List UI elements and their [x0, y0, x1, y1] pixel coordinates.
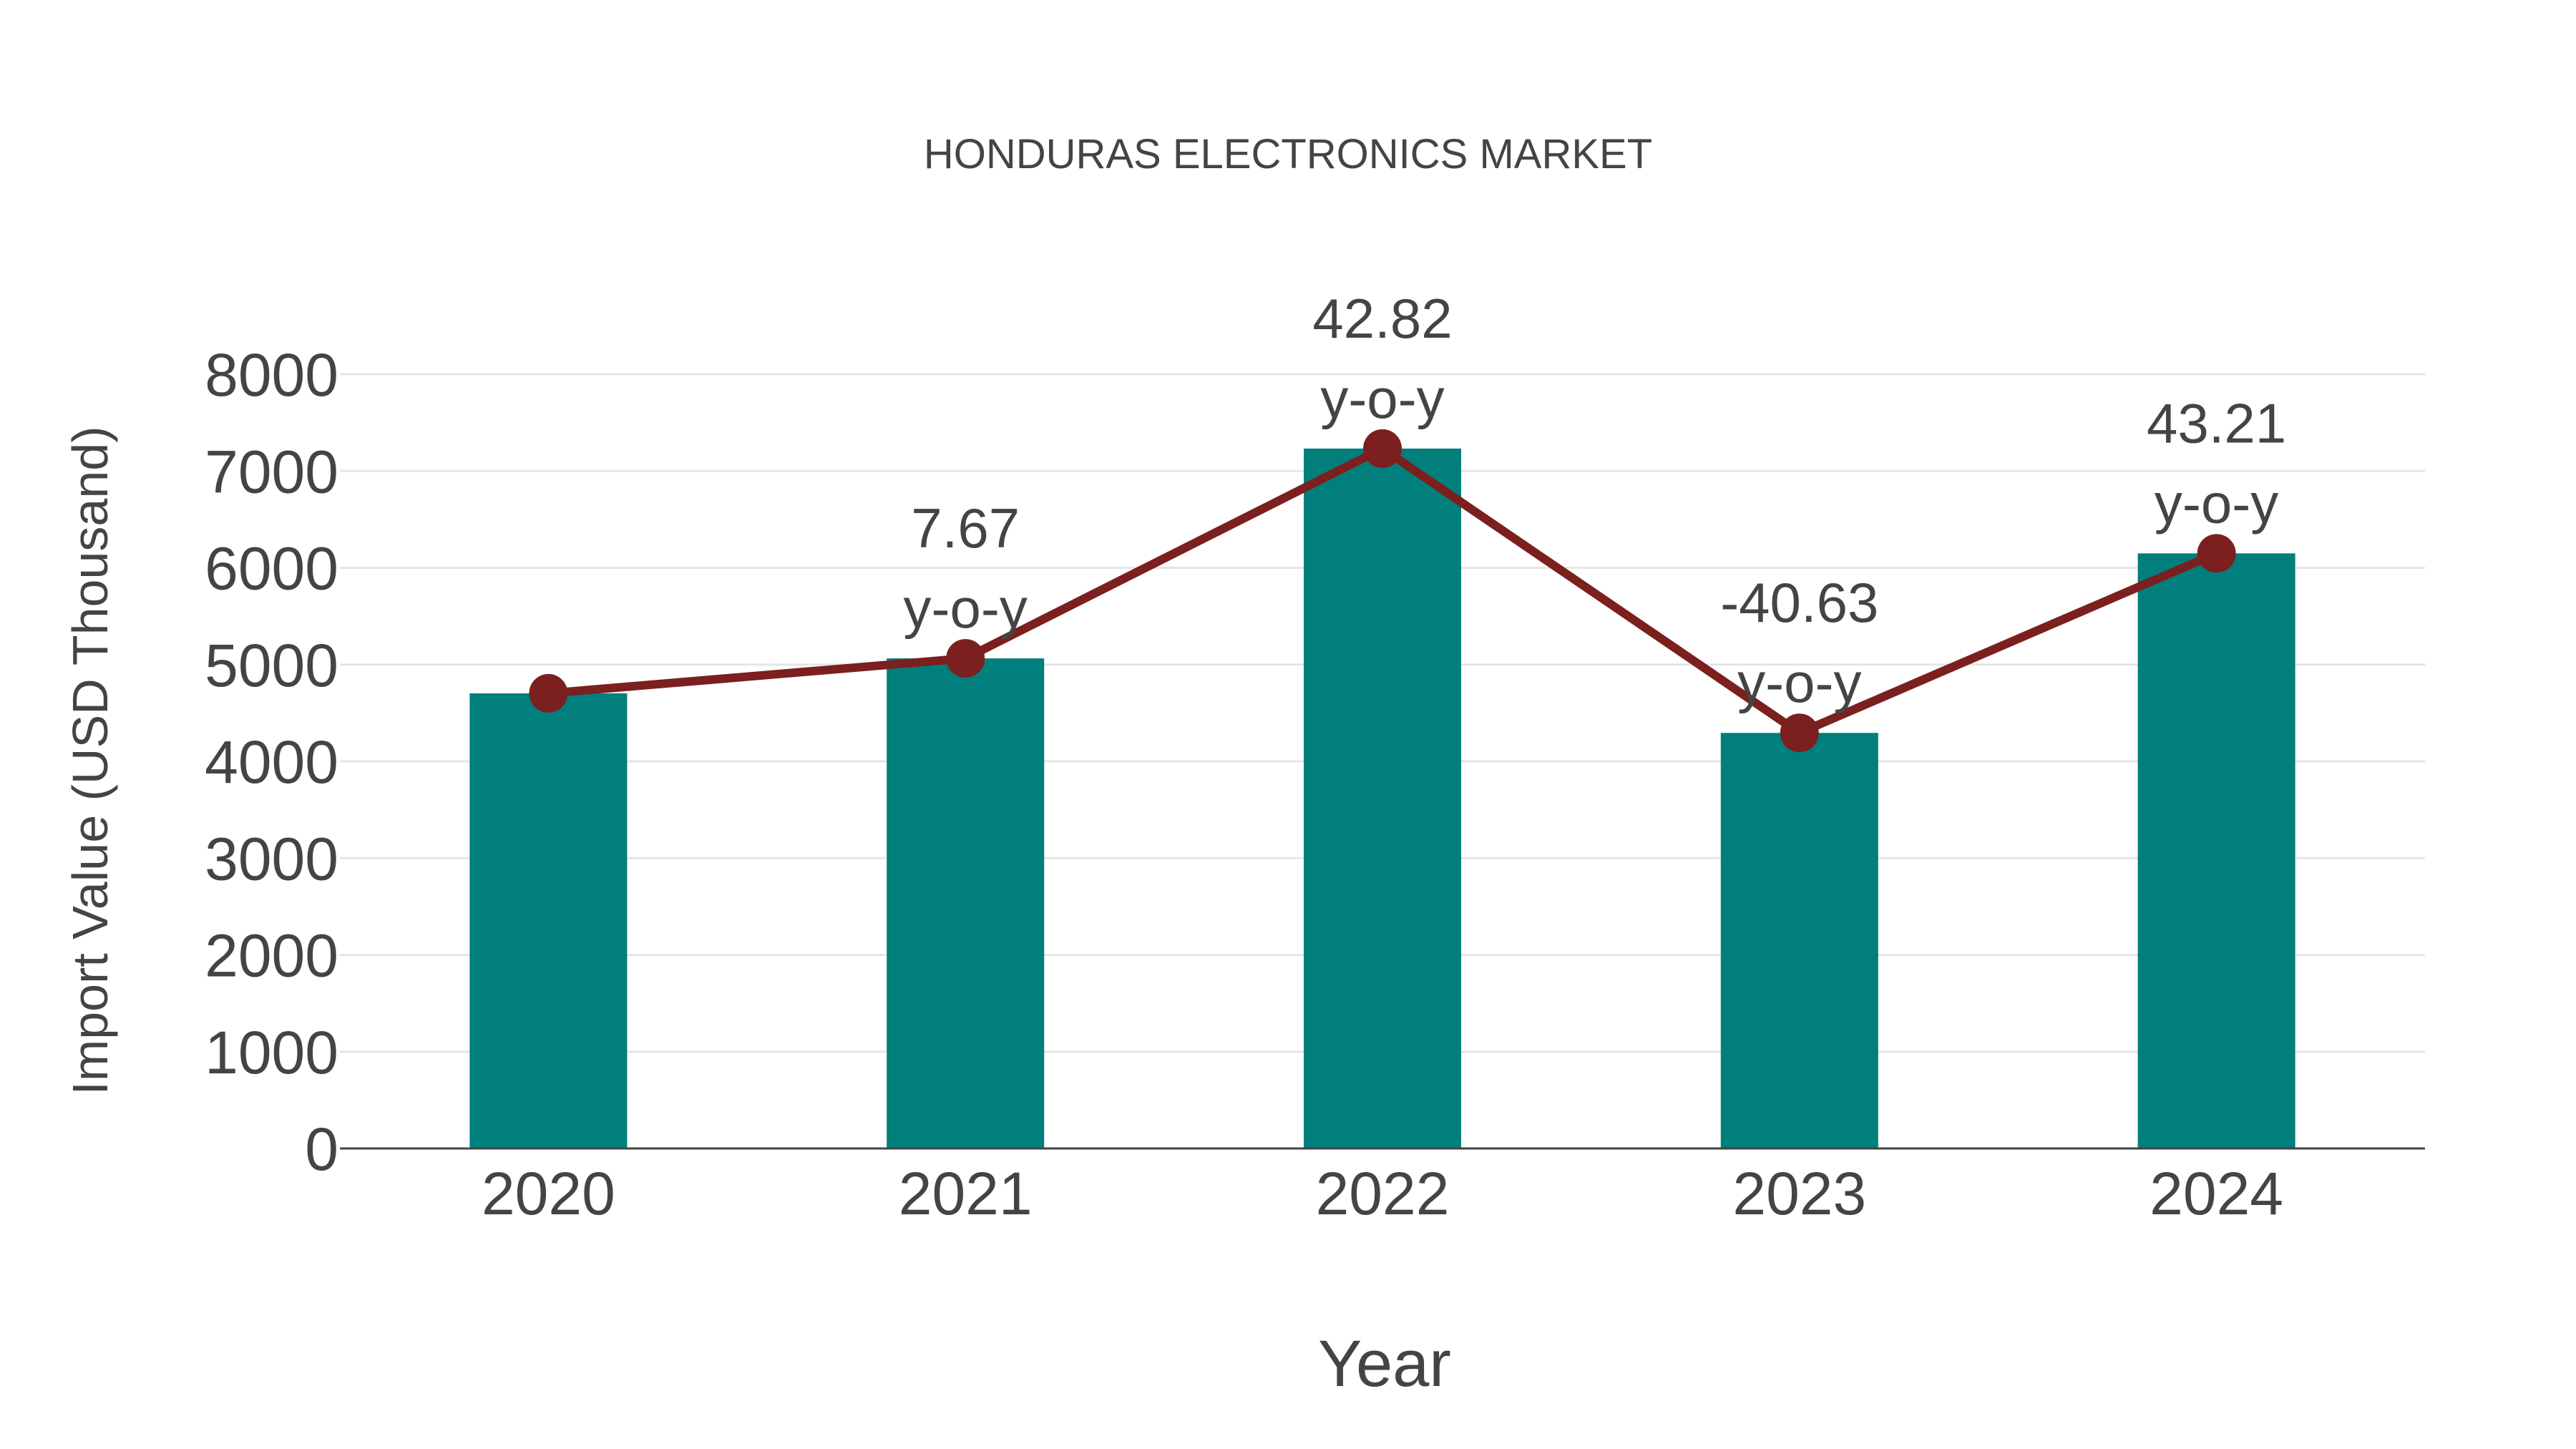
bar: [469, 693, 628, 1148]
line-marker: [529, 673, 568, 713]
chart-title: HONDURAS ELECTRONICS MARKET: [924, 131, 1652, 177]
bar: [887, 658, 1045, 1148]
x-tick-label: 2024: [2150, 1160, 2283, 1227]
line-marker: [1780, 713, 1819, 753]
yoy-suffix: y-o-y: [2155, 472, 2278, 535]
yoy-value: -40.63: [1720, 571, 1878, 634]
x-axis-ticks: 2020 2021 2022 2023 2024: [482, 1160, 2283, 1227]
x-tick-label: 2023: [1732, 1160, 1866, 1227]
bar: [2137, 553, 2296, 1148]
y-tick-label: 6000: [205, 535, 338, 602]
bar: [1720, 733, 1878, 1148]
x-tick-label: 2021: [899, 1160, 1033, 1227]
y-axis-ticks: 0 1000 2000 3000 4000 5000 6000 7000 8000: [205, 341, 338, 1183]
line-marker: [946, 639, 985, 678]
yoy-suffix: y-o-y: [1737, 651, 1861, 714]
yoy-suffix: y-o-y: [1320, 367, 1444, 430]
line-series: [529, 429, 2236, 753]
x-tick-label: 2022: [1316, 1160, 1450, 1227]
bar-series: [469, 448, 2296, 1148]
y-tick-label: 7000: [205, 438, 338, 505]
y-tick-label: 8000: [205, 341, 338, 409]
y-tick-label: 0: [305, 1116, 338, 1183]
line-marker: [2197, 534, 2236, 573]
y-tick-label: 1000: [205, 1019, 338, 1086]
yoy-annotations: 7.67 y-o-y 42.82 y-o-y -40.63 y-o-y 43.21 y-o-y: [904, 287, 2287, 714]
y-axis-title: Import Value (USD Thousand): [62, 426, 118, 1095]
x-axis-title: Year: [1318, 1327, 1451, 1400]
yoy-suffix: y-o-y: [904, 577, 1028, 640]
yoy-value: 7.67: [911, 497, 1020, 560]
y-tick-label: 3000: [205, 825, 338, 892]
y-tick-label: 4000: [205, 728, 338, 796]
yoy-value: 42.82: [1312, 287, 1452, 350]
line-marker: [1363, 429, 1402, 468]
yoy-value: 43.21: [2147, 391, 2286, 454]
y-tick-label: 5000: [205, 632, 338, 699]
bar: [1304, 448, 1461, 1148]
x-tick-label: 2020: [482, 1160, 615, 1227]
y-tick-label: 2000: [205, 922, 338, 990]
